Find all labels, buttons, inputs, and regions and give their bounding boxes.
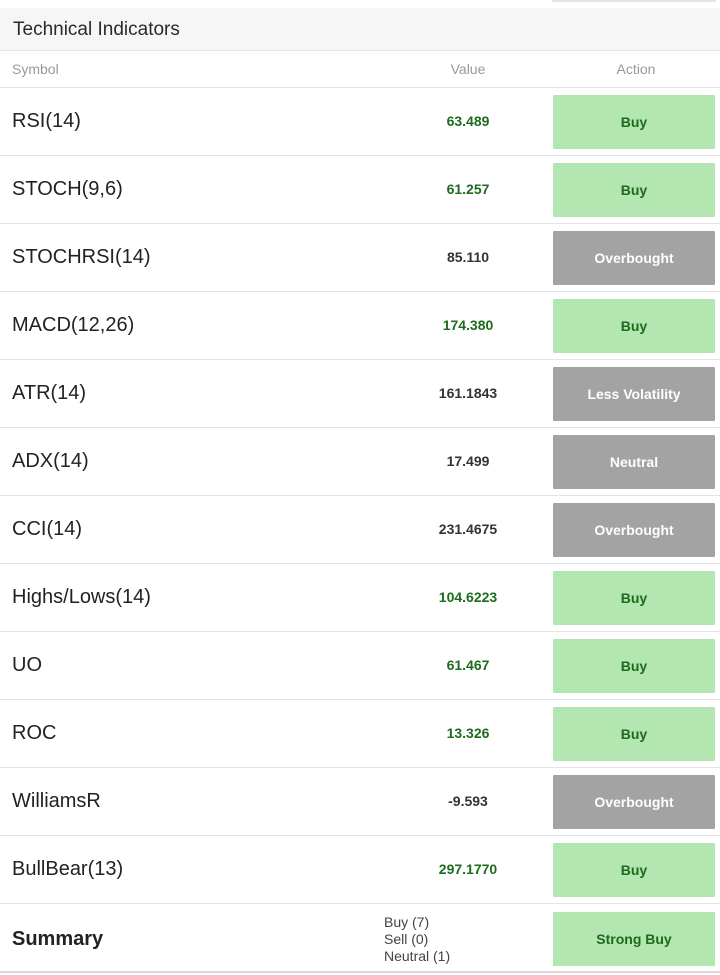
indicator-symbol: Highs/Lows(14) [12, 586, 151, 608]
indicator-value: 61.257 [446, 181, 490, 197]
summary-neutral-count: Neutral (1) [384, 948, 451, 964]
indicator-value: -9.593 [448, 793, 488, 809]
table-row: MACD(12,26) 174.380 Buy [0, 292, 720, 360]
indicator-action-badge[interactable]: Less Volatility [553, 367, 715, 421]
indicator-action-badge[interactable]: Buy [553, 299, 715, 353]
summary-action-badge[interactable]: Strong Buy [553, 912, 715, 966]
indicator-symbol: BullBear(13) [12, 858, 124, 880]
indicator-action-badge[interactable]: Buy [553, 163, 715, 217]
previous-section-edge [552, 0, 716, 2]
indicator-value: 13.326 [446, 725, 490, 741]
indicator-action-badge[interactable]: Neutral [553, 435, 715, 489]
top-strip [0, 0, 720, 8]
summary-sell-count: Sell (0) [384, 931, 429, 947]
indicator-value: 161.1843 [438, 385, 498, 401]
indicator-action-badge[interactable]: Buy [553, 95, 715, 149]
indicator-action-badge[interactable]: Overbought [553, 775, 715, 829]
indicator-action-badge[interactable]: Overbought [553, 503, 715, 557]
indicator-symbol: MACD(12,26) [12, 314, 135, 336]
column-header-row: Symbol Value Action [0, 51, 720, 88]
indicator-value: 61.467 [446, 657, 490, 673]
indicator-value: 231.4675 [438, 521, 498, 537]
indicator-action-badge[interactable]: Overbought [553, 231, 715, 285]
indicator-symbol: UO [12, 654, 42, 676]
indicator-value: 174.380 [442, 317, 494, 333]
table-row: BullBear(13) 297.1770 Buy [0, 836, 720, 904]
indicator-symbol: ROC [12, 722, 57, 744]
indicator-value: 104.6223 [438, 589, 498, 605]
indicator-value: 297.1770 [438, 861, 498, 877]
summary-counts: Buy (7) Sell (0) Neutral (1) [384, 914, 450, 965]
table-row: ATR(14) 161.1843 Less Volatility [0, 360, 720, 428]
indicator-symbol: CCI(14) [12, 518, 83, 540]
indicator-value: 17.499 [446, 453, 490, 469]
section-header: Technical Indicators [0, 8, 720, 51]
summary-buy-count: Buy (7) [384, 914, 430, 930]
indicator-value: 63.489 [446, 113, 490, 129]
column-header-value: Value [450, 61, 486, 77]
section-title: Technical Indicators [13, 19, 180, 40]
table-row: STOCHRSI(14) 85.110 Overbought [0, 224, 720, 292]
table-row: STOCH(9,6) 61.257 Buy [0, 156, 720, 224]
indicator-symbol: STOCH(9,6) [12, 178, 123, 200]
summary-row: Summary Buy (7) Sell (0) Neutral (1) Str… [0, 904, 720, 973]
column-header-symbol: Symbol [12, 61, 59, 77]
indicator-action-badge[interactable]: Buy [553, 843, 715, 897]
indicator-symbol: RSI(14) [12, 110, 81, 132]
table-row: WilliamsR -9.593 Overbought [0, 768, 720, 836]
table-row: Highs/Lows(14) 104.6223 Buy [0, 564, 720, 632]
indicator-action-badge[interactable]: Buy [553, 707, 715, 761]
summary-label: Summary [12, 928, 104, 950]
indicator-table-body: RSI(14) 63.489 Buy STOCH(9,6) 61.257 Buy… [0, 88, 720, 904]
indicator-symbol: ADX(14) [12, 450, 89, 472]
indicator-symbol: WilliamsR [12, 790, 101, 812]
column-header-action: Action [616, 61, 656, 77]
indicator-action-badge[interactable]: Buy [553, 571, 715, 625]
table-row: RSI(14) 63.489 Buy [0, 88, 720, 156]
indicator-symbol: STOCHRSI(14) [12, 246, 151, 268]
indicator-action-badge[interactable]: Buy [553, 639, 715, 693]
indicator-value: 85.110 [446, 249, 490, 265]
table-row: UO 61.467 Buy [0, 632, 720, 700]
table-row: ADX(14) 17.499 Neutral [0, 428, 720, 496]
indicator-symbol: ATR(14) [12, 382, 87, 404]
table-row: ROC 13.326 Buy [0, 700, 720, 768]
table-row: CCI(14) 231.4675 Overbought [0, 496, 720, 564]
